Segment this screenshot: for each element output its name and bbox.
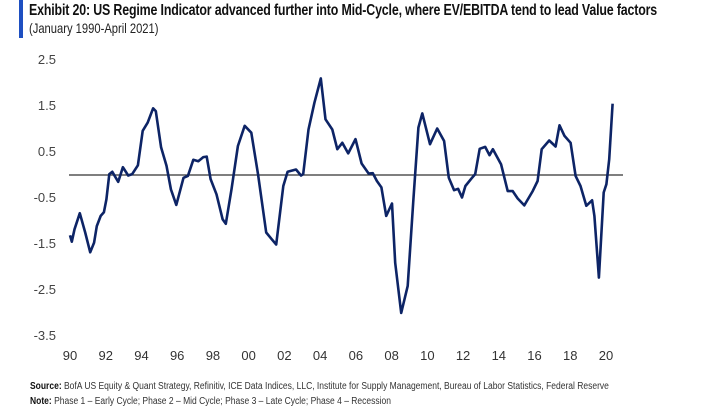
regime-indicator-line	[68, 77, 614, 315]
x-tick-label: 02	[277, 348, 291, 363]
source-text: BofA US Equity & Quant Strategy, Refinit…	[64, 381, 609, 392]
note-label: Note:	[30, 396, 52, 407]
y-tick-label: 1.5	[38, 98, 56, 113]
source-note: Source: BofA US Equity & Quant Strategy,…	[30, 381, 609, 392]
x-tick-label: 08	[384, 348, 398, 363]
x-tick-label: 00	[241, 348, 255, 363]
chart-title: Exhibit 20: US Regime Indicator advanced…	[29, 2, 658, 19]
x-tick-label: 14	[492, 348, 506, 363]
y-tick-label: -1.5	[34, 236, 56, 251]
y-tick-label: 2.5	[38, 52, 56, 67]
x-tick-label: 90	[63, 348, 77, 363]
x-tick-label: 06	[349, 348, 363, 363]
source-label: Source:	[30, 381, 62, 392]
accent-bar	[19, 0, 23, 38]
y-axis: 2.5 1.5 0.5 -0.5 -1.5 -2.5 -3.5	[34, 52, 56, 343]
y-tick-label: -2.5	[34, 282, 56, 297]
y-tick-label: -0.5	[34, 190, 56, 205]
x-tick-label: 94	[134, 348, 148, 363]
x-tick-label: 92	[98, 348, 112, 363]
x-tick-label: 12	[456, 348, 470, 363]
chart-subtitle: (January 1990-April 2021)	[29, 20, 159, 36]
x-tick-label: 96	[170, 348, 184, 363]
phase-note: Note: Phase 1 – Early Cycle; Phase 2 – M…	[30, 396, 391, 407]
note-text: Phase 1 – Early Cycle; Phase 2 – Mid Cyc…	[54, 396, 391, 407]
x-tick-label: 18	[563, 348, 577, 363]
x-tick-label: 10	[420, 348, 434, 363]
x-tick-label: 04	[313, 348, 327, 363]
y-tick-label: 0.5	[38, 144, 56, 159]
x-tick-label: 98	[206, 348, 220, 363]
x-axis: 90 92 94 96 98 00 02 04 06 08 10 12 14 16 18 20	[63, 348, 613, 363]
x-tick-label: 16	[527, 348, 541, 363]
x-tick-label: 20	[599, 348, 613, 363]
y-tick-label: -3.5	[34, 328, 56, 343]
